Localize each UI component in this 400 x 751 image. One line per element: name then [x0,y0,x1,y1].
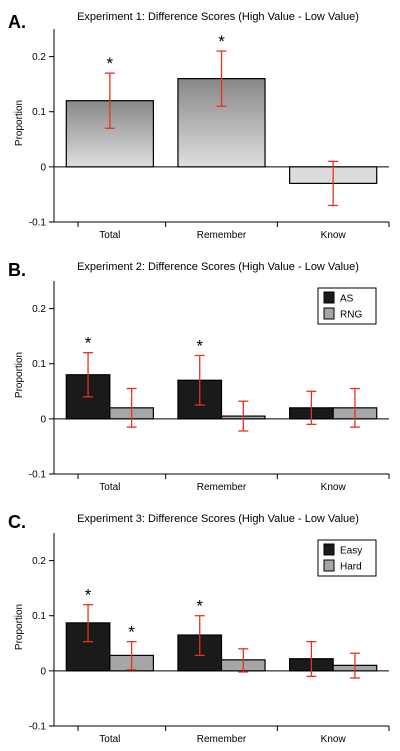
legend-label: Hard [340,562,362,573]
y-axis-label: Proportion [14,100,25,146]
panel-letter: B. [8,260,26,280]
y-tick-label: 0.2 [32,52,46,63]
y-axis-label: Proportion [14,604,25,650]
panel-letter: A. [8,12,26,32]
legend-swatch [323,543,335,556]
y-tick-label: 0.1 [32,611,46,622]
x-tick-label: Total [99,734,120,745]
x-tick-label: Total [99,230,120,241]
significance-star: * [218,32,225,51]
plot-area: -0.1 0 0.1 0.2 Total Remember Know * * * Easy Hard [29,533,390,745]
legend-label: AS [340,294,354,305]
y-tick-label: -0.1 [29,722,47,733]
y-tick-label: 0.1 [32,107,46,118]
panel-a: A. Experiment 1: Difference Scores (High… [8,11,390,241]
significance-star: * [128,623,135,642]
legend-swatch [323,559,335,572]
x-tick-label: Know [321,734,347,745]
chart-title: Experiment 2: Difference Scores (High Va… [77,261,359,273]
chart-title: Experiment 1: Difference Scores (High Va… [77,11,359,23]
y-tick-label: 0 [40,666,46,677]
x-tick-label: Total [99,482,120,493]
y-tick-label: 0.2 [32,556,46,567]
y-axis-label: Proportion [14,352,25,398]
x-tick-label: Know [321,482,347,493]
x-tick-label: Remember [197,230,247,241]
legend-swatch [323,307,335,320]
x-tick-label: Remember [197,734,247,745]
legend-swatch [323,291,335,304]
legend-label: Easy [340,546,362,557]
significance-star: * [85,586,92,605]
y-tick-label: 0 [40,414,46,425]
y-tick-label: -0.1 [29,218,47,229]
panel-c: C. Experiment 3: Difference Scores (High… [8,512,390,745]
legend-label: RNG [340,310,362,321]
x-tick-label: Remember [197,482,247,493]
plot-area: -0.1 0 0.1 0.2 Total Remember Know * * [29,29,390,241]
y-tick-label: 0 [40,162,46,173]
significance-star: * [85,334,92,353]
significance-star: * [196,597,203,616]
significance-star: * [107,54,114,73]
y-tick-label: 0.1 [32,359,46,370]
panel-b: B. Experiment 2: Difference Scores (High… [8,260,390,493]
y-tick-label: -0.1 [29,470,47,481]
y-tick-label: 0.2 [32,304,46,315]
x-tick-label: Know [321,230,347,241]
plot-area: -0.1 0 0.1 0.2 Total Remember Know * * AS RNG [29,281,390,493]
chart-title: Experiment 3: Difference Scores (High Va… [77,513,359,525]
significance-star: * [196,336,203,355]
panel-letter: C. [8,512,26,532]
bar [65,622,111,672]
